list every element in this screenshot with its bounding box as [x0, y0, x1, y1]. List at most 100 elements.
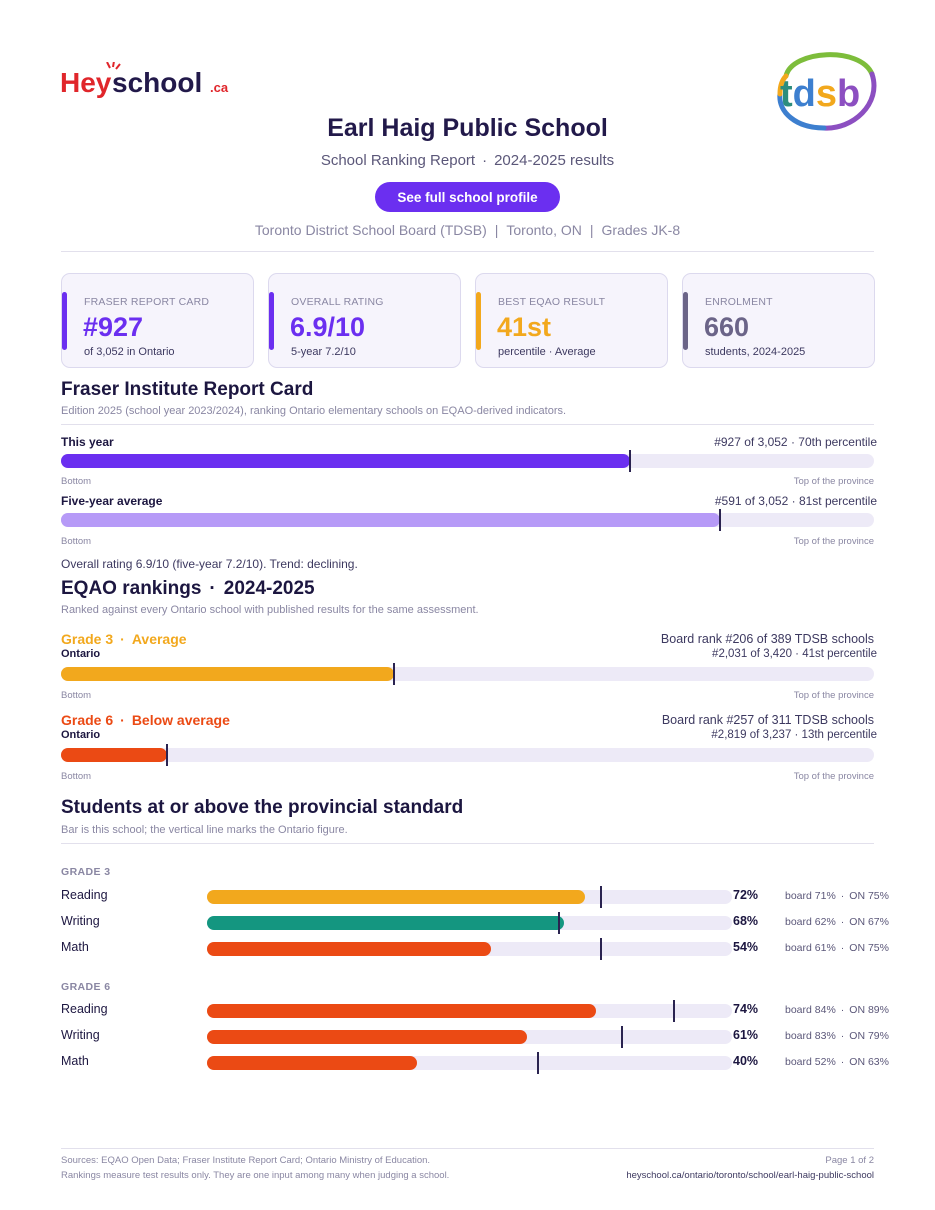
grade3-marker: [393, 663, 395, 685]
footer-disclaimer: Rankings measure test results only. They…: [61, 1170, 450, 1181]
grade3-status: Average: [131, 631, 187, 647]
school-name: Earl Haig Public School: [327, 114, 608, 142]
subject-label: Math: [61, 940, 89, 954]
standard-row-writing: Writing 68% board 62% · ON 67%: [0, 912, 935, 934]
standard-row-math: Math 40% board 52% · ON 63%: [0, 1052, 935, 1074]
grade6-heading: Grade 6 · Below average: [61, 712, 230, 728]
ontario-label: Ontario: [61, 729, 101, 741]
ontario-label: Ontario: [61, 648, 101, 660]
city: Toronto, ON: [506, 222, 582, 238]
grade3-heading: Grade 3 · Average: [61, 631, 187, 647]
subject-label: Writing: [61, 914, 100, 928]
five-year-track: [61, 509, 874, 531]
ontario-marker: [558, 912, 560, 934]
card-sub: students, 2024-2025: [705, 346, 806, 358]
this-year-track: [61, 450, 874, 472]
school-percent: 61%: [733, 1028, 759, 1042]
board-percent: board 71%: [785, 890, 836, 902]
stat-card-eqao: BEST EQAO RESULT 41st percentile · Avera…: [475, 273, 668, 368]
card-accent: [476, 292, 481, 350]
this-year-rank: #927 of 3,052 · 70th percentile: [714, 435, 877, 449]
board-percent: board 62%: [785, 916, 836, 928]
comparison: board 61% · ON 75%: [785, 942, 889, 954]
this-year-fill: [61, 454, 630, 468]
five-year-fill: [61, 513, 720, 527]
see-profile-button[interactable]: See full school profile: [375, 182, 560, 212]
separator: ·: [840, 1056, 845, 1068]
grade3-ontario-rank: #2,031 of 3,420 · 41st percentile: [712, 648, 877, 660]
standard-track: [207, 886, 732, 908]
school-percent: 74%: [733, 1002, 759, 1016]
card-value: 41st: [497, 312, 552, 342]
this-year-label: This year: [61, 435, 114, 449]
eqao-title: EQAO rankings · 2024-2025: [61, 578, 315, 599]
ontario-percent: ON 75%: [849, 942, 889, 954]
report-type: School Ranking Report: [320, 152, 476, 169]
card-sub: percentile · Average: [498, 346, 596, 358]
this-year-marker: [629, 450, 631, 472]
board-percent: board 84%: [785, 1004, 836, 1016]
grade6-section-label: GRADE 6: [61, 981, 111, 993]
ontario-percent: ON 79%: [849, 1030, 889, 1042]
separator: ·: [840, 942, 845, 954]
footer-url[interactable]: heyschool.ca/ontario/toronto/school/earl…: [626, 1170, 874, 1181]
school-percent: 54%: [733, 940, 759, 954]
svg-text:school: school: [112, 67, 202, 98]
stat-card-enrolment: ENROLMENT 660 students, 2024-2025: [682, 273, 875, 368]
eqao-title-text: EQAO rankings: [61, 578, 202, 599]
axis-bottom: Bottom: [61, 536, 92, 547]
stat-card-rating: OVERALL RATING 6.9/10 5-year 7.2/10: [268, 273, 461, 368]
subject-label: Math: [61, 1054, 89, 1068]
school-bar: [207, 1004, 596, 1018]
card-sub: 5-year 7.2/10: [291, 346, 356, 358]
school-bar: [207, 916, 564, 930]
fraser-summary: Overall rating 6.9/10 (five-year 7.2/10)…: [61, 557, 358, 571]
card-accent: [683, 292, 688, 350]
ontario-percent: ON 67%: [849, 916, 889, 928]
card-accent: [269, 292, 274, 350]
board-name: Toronto District School Board (TDSB): [254, 222, 487, 238]
separator: ·: [840, 1004, 845, 1016]
grade6-name: Grade 6: [61, 712, 114, 728]
ontario-percent: ON 63%: [849, 1056, 889, 1068]
ontario-marker: [673, 1000, 675, 1022]
axis-bottom: Bottom: [61, 476, 92, 487]
standard-row-reading: Reading 72% board 71% · ON 75%: [0, 886, 935, 908]
ontario-marker: [600, 938, 602, 960]
standard-track: [207, 912, 732, 934]
axis-top: Top of the province: [793, 476, 874, 487]
comparison: board 62% · ON 67%: [785, 916, 889, 928]
separator: ·: [840, 1030, 845, 1042]
comparison: board 83% · ON 79%: [785, 1030, 889, 1042]
board-percent: board 61%: [785, 942, 836, 954]
grade3-board-rank: Board rank #206 of 389 TDSB schools: [660, 632, 874, 646]
five-year-label: Five-year average: [61, 494, 163, 508]
tdsb-logo: tdsb: [777, 52, 877, 131]
school-percent: 68%: [733, 914, 759, 928]
five-year-rank: #591 of 3,052 · 81st percentile: [714, 494, 877, 508]
eqao-year: 2024-2025: [223, 578, 315, 599]
fraser-note: Edition 2025 (school year 2023/2024), ra…: [61, 405, 567, 417]
axis-bottom: Bottom: [61, 771, 92, 782]
ontario-marker: [537, 1052, 539, 1074]
card-label: OVERALL RATING: [291, 296, 384, 308]
axis-top: Top of the province: [793, 771, 874, 782]
grade6-status: Below average: [131, 712, 230, 728]
school-meta: Toronto District School Board (TDSB) | Tor…: [254, 222, 681, 238]
svg-text:.ca: .ca: [210, 80, 229, 95]
report-subtitle: School Ranking Report · 2024-2025 results: [320, 152, 615, 169]
standard-track: [207, 1000, 732, 1022]
grade3-track: [61, 663, 874, 685]
heyschool-logo: Hey school .ca: [60, 62, 229, 98]
card-value: #927: [83, 312, 144, 342]
subject-label: Reading: [61, 1002, 108, 1016]
separator: ·: [840, 916, 845, 928]
school-bar: [207, 890, 585, 904]
footer-sources: Sources: EQAO Open Data; Fraser Institut…: [61, 1155, 431, 1166]
comparison: board 84% · ON 89%: [785, 1004, 889, 1016]
school-percent: 72%: [733, 888, 759, 902]
ontario-marker: [600, 886, 602, 908]
standard-track: [207, 1026, 732, 1048]
card-label: ENROLMENT: [705, 296, 773, 308]
axis-top: Top of the province: [793, 536, 874, 547]
